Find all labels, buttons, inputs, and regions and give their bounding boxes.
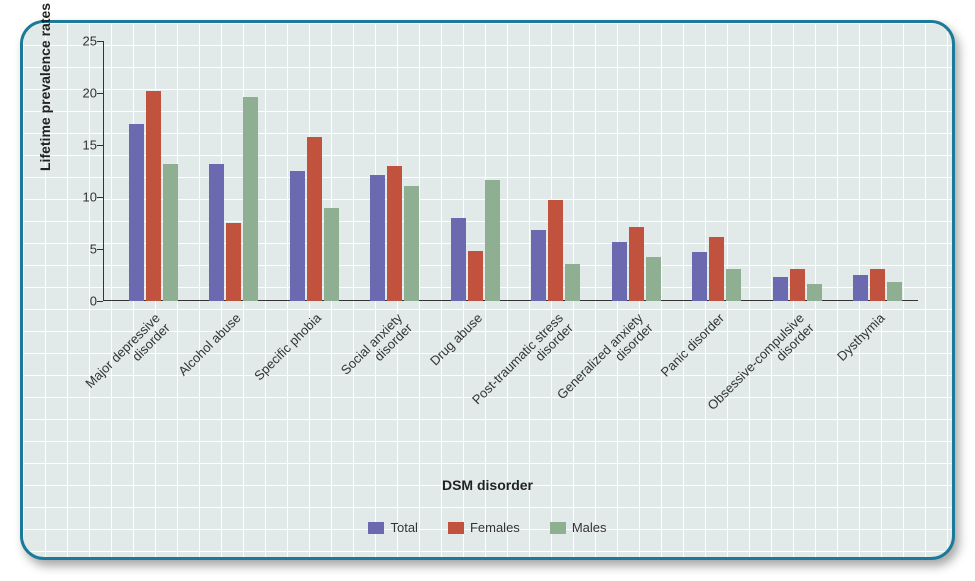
bar-females: [548, 200, 563, 301]
bar-males: [243, 97, 258, 301]
bar-females: [307, 137, 322, 301]
bar-total: [612, 242, 627, 301]
bar-group: [516, 41, 597, 301]
bar-group: [596, 41, 677, 301]
bar-group: [194, 41, 275, 301]
bar-group: [113, 41, 194, 301]
legend-label: Males: [572, 520, 607, 535]
bar-group: [435, 41, 516, 301]
bar-males: [726, 269, 741, 301]
x-label-slot: Alcohol abuse: [194, 307, 275, 467]
legend-item-total: Total: [368, 520, 417, 535]
legend-swatch: [368, 522, 384, 534]
legend-label: Total: [390, 520, 417, 535]
y-tick-mark: [97, 93, 103, 94]
bar-total: [290, 171, 305, 301]
x-tick-label: Drug abuse: [428, 311, 485, 368]
x-tick-label: Major depressive disorder: [83, 311, 172, 400]
bar-males: [163, 164, 178, 301]
bar-total: [853, 275, 868, 301]
y-tick-mark: [97, 41, 103, 42]
x-label-slot: Dysthymia: [838, 307, 919, 467]
bar-females: [709, 237, 724, 301]
bar-males: [324, 208, 339, 301]
bar-total: [692, 252, 707, 301]
bar-total: [129, 124, 144, 301]
x-label-slot: Specific phobia: [274, 307, 355, 467]
bar-females: [468, 251, 483, 301]
chart-frame: Lifetime prevalence rates 0510152025 Maj…: [20, 20, 955, 560]
bar-groups: [113, 41, 918, 301]
bar-females: [870, 269, 885, 301]
x-axis-title: DSM disorder: [23, 477, 952, 493]
y-tick-label: 5: [69, 242, 97, 257]
bar-total: [531, 230, 546, 301]
bar-males: [565, 264, 580, 301]
bar-males: [485, 180, 500, 301]
y-tick-mark: [97, 301, 103, 302]
bar-total: [209, 164, 224, 301]
y-tick-label: 25: [69, 34, 97, 49]
y-tick-label: 10: [69, 190, 97, 205]
x-labels: Major depressive disorderAlcohol abuseSp…: [113, 307, 918, 467]
x-label-slot: Generalized anxiety disorder: [596, 307, 677, 467]
bar-males: [807, 284, 822, 301]
bar-females: [790, 269, 805, 301]
bar-males: [887, 282, 902, 301]
x-label-slot: Major depressive disorder: [113, 307, 194, 467]
bar-females: [226, 223, 241, 301]
bar-males: [404, 186, 419, 301]
legend-item-females: Females: [448, 520, 520, 535]
bar-group: [838, 41, 919, 301]
y-tick-mark: [97, 145, 103, 146]
y-tick-mark: [97, 249, 103, 250]
y-tick-mark: [97, 197, 103, 198]
bar-females: [387, 166, 402, 301]
bar-total: [370, 175, 385, 301]
bar-group: [757, 41, 838, 301]
bar-group: [677, 41, 758, 301]
bar-total: [451, 218, 466, 301]
y-tick-label: 15: [69, 138, 97, 153]
bar-females: [629, 227, 644, 301]
bar-total: [773, 277, 788, 301]
bar-females: [146, 91, 161, 301]
legend-swatch: [448, 522, 464, 534]
legend-item-males: Males: [550, 520, 607, 535]
x-label-slot: Social anxiety disorder: [355, 307, 436, 467]
legend: Total Females Males: [23, 520, 952, 535]
y-tick-label: 20: [69, 86, 97, 101]
bar-group: [355, 41, 436, 301]
y-axis-line: [103, 41, 104, 301]
y-tick-label: 0: [69, 294, 97, 309]
legend-swatch: [550, 522, 566, 534]
bar-group: [274, 41, 355, 301]
plot-area: 0510152025: [103, 41, 918, 301]
x-label-slot: Obsessive-compulsive disorder: [757, 307, 838, 467]
legend-label: Females: [470, 520, 520, 535]
bar-males: [646, 257, 661, 301]
y-axis-title: Lifetime prevalence rates: [37, 3, 53, 171]
x-tick-label: Dysthymia: [835, 311, 888, 364]
